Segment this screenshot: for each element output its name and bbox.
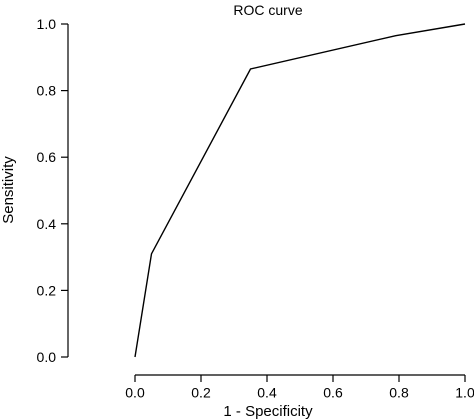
- x-axis-label: 1 - Specificity: [223, 403, 313, 420]
- x-tick-label: 0.6: [323, 384, 343, 400]
- y-tick-label: 0.2: [37, 282, 57, 298]
- y-tick-label: 0.8: [37, 83, 57, 99]
- y-tick-label: 0.0: [37, 349, 57, 365]
- x-tick-label: 0.2: [191, 384, 211, 400]
- y-tick-label: 1.0: [37, 16, 57, 32]
- x-tick-label: 0.8: [389, 384, 409, 400]
- x-tick-label: 0.0: [125, 384, 145, 400]
- roc-curve-line: [134, 23, 466, 358]
- y-tick-label: 0.4: [37, 216, 57, 232]
- series-layer: [134, 23, 466, 358]
- y-axis-label: Sensitivity: [0, 156, 17, 224]
- y-tick-label: 0.6: [37, 149, 57, 165]
- x-tick-label: 1.0: [455, 384, 474, 400]
- chart-title: ROC curve: [233, 2, 302, 18]
- x-tick-label: 0.4: [257, 384, 277, 400]
- axes: 0.0 0.2 0.4 0.6 0.8 1.0 0.0 0.2 0.4 0.6 0.8 1.0: [37, 16, 474, 400]
